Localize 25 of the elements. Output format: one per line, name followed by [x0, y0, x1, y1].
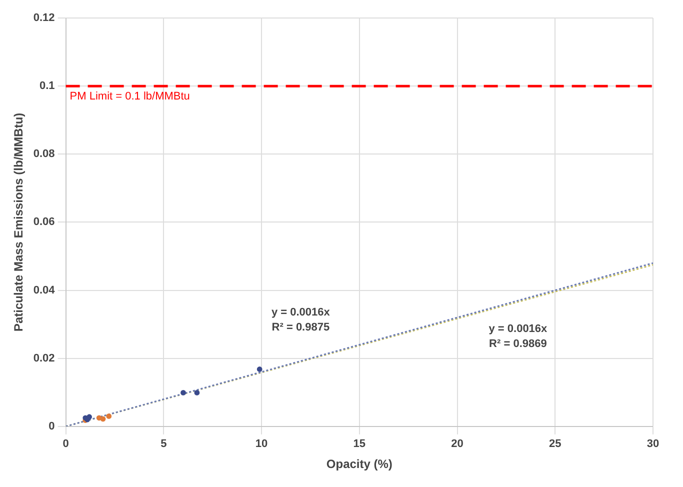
point	[256, 366, 262, 372]
x-axis-title: Opacity (%)	[326, 457, 392, 472]
y-tick-label: 0.02	[33, 352, 55, 364]
y-tick-label: 0.06	[33, 216, 55, 228]
annotation: y = 0.0016x R² = 0.9875	[271, 306, 331, 334]
y-tick-label: 0.12	[33, 12, 55, 24]
x-tick-label: 5	[160, 438, 167, 450]
x-tick-label: 30	[646, 438, 660, 450]
y-axis-title: Paticulate Mass Emissions (lb/MMBtu)	[12, 112, 26, 332]
y-tick-label: 0.08	[33, 148, 55, 160]
y-tick-label: 0.1	[40, 80, 55, 92]
point	[194, 390, 200, 396]
x-tick-label: 20	[451, 438, 464, 450]
annotation: y = 0.0016x R² = 0.9869	[488, 323, 548, 350]
ref-line-label: PM Limit = 0.1 lb/MMBtu	[70, 90, 190, 103]
y-tick-label: 0.04	[33, 284, 56, 296]
x-tick-label: 25	[549, 438, 562, 450]
point	[106, 413, 112, 419]
point	[86, 414, 92, 420]
x-tick-label: 10	[255, 438, 268, 450]
x-tick-label: 0	[62, 438, 69, 450]
y-tick-label: 0	[48, 420, 55, 432]
x-tick-label: 15	[353, 438, 366, 450]
point	[100, 416, 106, 422]
point	[180, 390, 186, 396]
